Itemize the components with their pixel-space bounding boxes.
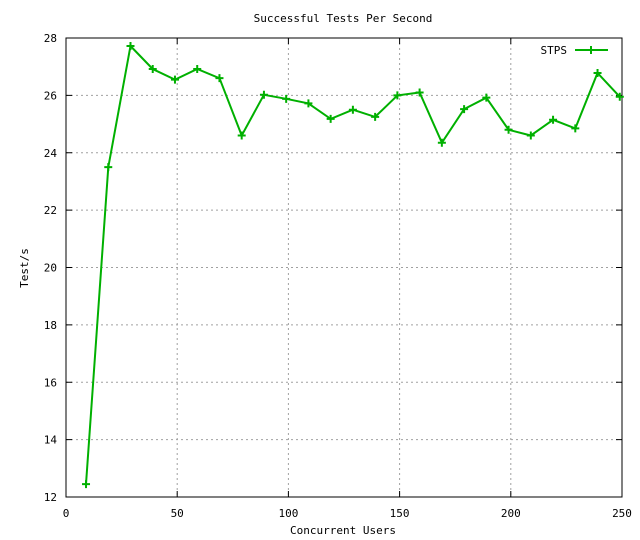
- grid: [66, 38, 622, 497]
- data-point-marker: [282, 94, 291, 103]
- y-tick-label: 26: [44, 89, 57, 102]
- y-tick-label: 22: [44, 204, 57, 217]
- y-tick-label: 12: [44, 491, 57, 504]
- data-point-marker: [215, 74, 224, 83]
- data-point-marker: [348, 105, 357, 114]
- chart-title: Successful Tests Per Second: [254, 12, 433, 25]
- data-point-marker: [482, 93, 491, 102]
- data-point-marker: [193, 64, 202, 73]
- data-point-marker: [104, 163, 113, 172]
- plot-area-border: [65, 37, 623, 498]
- data-point-marker: [593, 68, 602, 77]
- data-point-marker: [526, 131, 535, 140]
- y-tick-label: 18: [44, 319, 57, 332]
- x-tick-label: 200: [501, 507, 521, 520]
- data-point-marker: [148, 64, 157, 73]
- x-tick-label: 0: [63, 507, 70, 520]
- data-point-marker: [504, 125, 513, 134]
- data-point-marker: [259, 90, 268, 99]
- data-point-marker: [304, 99, 313, 108]
- y-tick-label: 16: [44, 376, 57, 389]
- data-point-marker: [82, 480, 91, 489]
- x-tick-label: 50: [171, 507, 184, 520]
- data-point-marker: [415, 88, 424, 97]
- y-tick-label: 24: [44, 147, 58, 160]
- legend-label-stps: STPS: [541, 44, 568, 57]
- series-layer: [82, 42, 624, 489]
- data-point-marker: [371, 112, 380, 121]
- x-tick-label: 150: [390, 507, 410, 520]
- legend-marker-stps: [587, 46, 595, 54]
- legend: STPS: [541, 44, 608, 57]
- data-point-marker: [393, 91, 402, 100]
- axis-ticks: 12 14 16 18 20 22 24 26 28 0 50 100 150 200 250: [44, 32, 632, 520]
- data-point-marker: [326, 114, 335, 123]
- y-axis-label: Test/s: [18, 248, 31, 288]
- y-tick-label: 20: [44, 262, 57, 275]
- data-point-marker: [460, 105, 469, 114]
- y-tick-label: 14: [44, 434, 58, 447]
- data-point-marker: [437, 138, 446, 147]
- data-point-marker: [615, 92, 624, 101]
- x-tick-label: 250: [612, 507, 632, 520]
- legend-marker-plus: [587, 46, 595, 54]
- data-point-marker: [237, 131, 246, 140]
- data-point-marker: [549, 115, 558, 124]
- data-point-marker: [126, 42, 135, 51]
- data-point-marker: [571, 124, 580, 133]
- data-point-marker: [170, 75, 179, 84]
- y-tick-label: 28: [44, 32, 57, 45]
- x-tick-label: 100: [278, 507, 298, 520]
- x-axis-label: Concurrent Users: [290, 524, 396, 537]
